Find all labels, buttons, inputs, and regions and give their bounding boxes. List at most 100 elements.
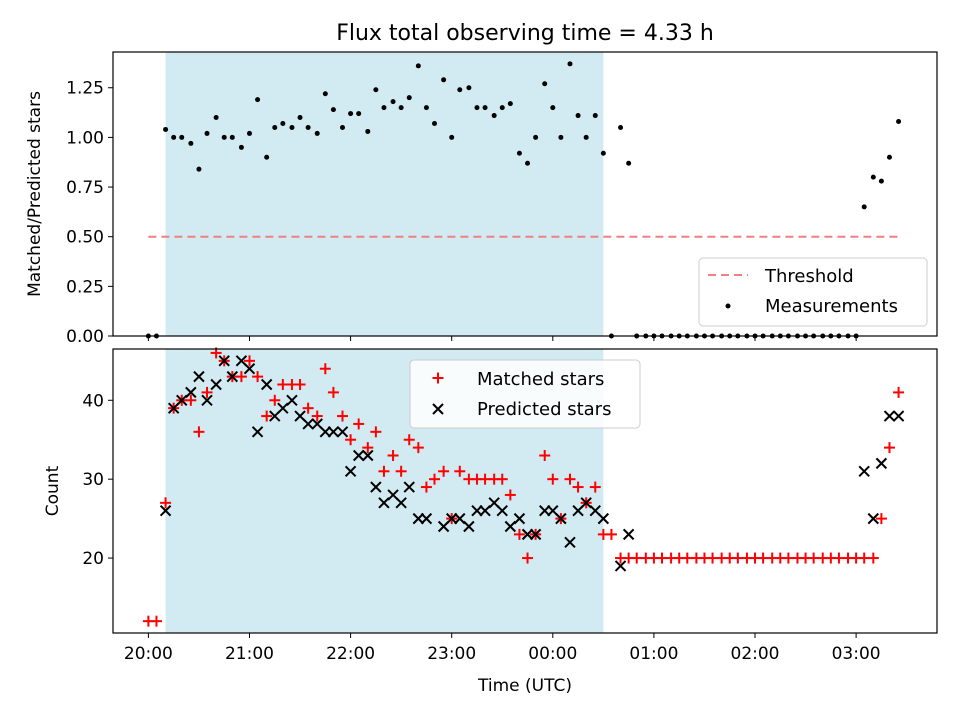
measurement-point xyxy=(626,160,632,166)
x-tick-label: 22:00 xyxy=(326,644,375,664)
x-stroke-b xyxy=(387,489,399,501)
measurement-point xyxy=(525,160,531,166)
measurement-point xyxy=(340,124,346,130)
predicted-point xyxy=(471,505,483,517)
observing-window-shade-top xyxy=(165,52,604,336)
x-stroke-b xyxy=(378,497,390,509)
predicted-point xyxy=(479,505,491,517)
matched-point xyxy=(504,489,516,501)
matched-point xyxy=(893,386,905,398)
matched-point xyxy=(311,410,323,422)
x-tick-label: 02:00 xyxy=(731,644,780,664)
x-stroke-b xyxy=(336,426,349,438)
x-tick-label: 20:00 xyxy=(124,644,173,664)
y-tick-label: 1.00 xyxy=(66,128,104,148)
predicted-point xyxy=(454,512,466,525)
x-stroke-b xyxy=(867,512,880,525)
x-stroke-b xyxy=(352,449,365,462)
x-stroke-b xyxy=(504,520,517,533)
measurement-point xyxy=(567,61,573,67)
y-tick-label: 30 xyxy=(82,470,104,490)
y-tick-label: 40 xyxy=(82,391,104,411)
x-stroke-b xyxy=(547,505,559,517)
measurement-point xyxy=(618,124,624,130)
matched-point xyxy=(337,410,349,422)
predicted-point xyxy=(378,497,390,509)
predicted-point xyxy=(362,449,374,462)
predicted-point xyxy=(521,528,534,541)
x-stroke-b xyxy=(286,394,298,406)
x-stroke-b xyxy=(875,457,888,470)
measurement-point xyxy=(246,130,252,136)
x-stroke-b xyxy=(555,512,567,525)
measurement-point xyxy=(575,113,581,119)
matched-point xyxy=(395,465,407,477)
measurement-point xyxy=(398,105,404,111)
predicted-legend-swatch xyxy=(432,403,444,415)
x-stroke-b xyxy=(243,363,256,375)
x-tick-label: 23:00 xyxy=(427,644,476,664)
bottom-y-axis-label: Count xyxy=(43,465,63,516)
predicted-point xyxy=(867,512,880,525)
measurement-point xyxy=(600,150,606,156)
measurement-point xyxy=(213,115,219,121)
measurement-point xyxy=(229,134,235,140)
measurement-point xyxy=(221,134,227,140)
measurement-point xyxy=(861,204,867,210)
measurement-point xyxy=(415,63,421,69)
matched-point xyxy=(605,528,617,540)
predicted-point xyxy=(370,481,382,493)
matched-point xyxy=(539,450,551,461)
matched-point xyxy=(547,473,559,485)
x-stroke-b xyxy=(479,505,491,517)
matched-point xyxy=(362,442,374,454)
matched-point xyxy=(327,386,339,398)
x-stroke-b xyxy=(529,528,542,541)
matched-star-markers xyxy=(142,347,905,627)
x-stroke-b xyxy=(614,560,627,572)
measurement-point xyxy=(373,87,379,93)
predicted-point xyxy=(159,505,172,517)
measurements-legend-label: Measurements xyxy=(765,296,898,317)
predicted-point xyxy=(555,512,567,525)
measurement-point xyxy=(188,140,194,146)
x-tick-label: 21:00 xyxy=(225,644,274,664)
measurement-point xyxy=(264,154,270,160)
x-stroke-b xyxy=(496,505,508,517)
matched-point xyxy=(261,410,273,422)
measurement-point xyxy=(499,105,505,111)
predicted-point xyxy=(193,370,205,383)
x-stroke-b xyxy=(226,370,239,383)
x-stroke-b xyxy=(201,394,213,406)
matched-point xyxy=(201,386,213,398)
matched-legend-label: Matched stars xyxy=(477,369,604,390)
matched-point xyxy=(150,615,162,627)
matched-point xyxy=(193,426,205,438)
predicted-point xyxy=(614,560,627,572)
ratio-panel: 0.00 0.25 0.50 0.75 1.00 1.25 Matched/Predict… xyxy=(25,51,938,347)
predicted-point xyxy=(892,410,905,422)
predicted-point xyxy=(226,370,239,383)
measurement-point xyxy=(896,119,902,125)
measurement-point xyxy=(289,124,295,130)
measurement-point xyxy=(348,111,354,117)
measurement-point xyxy=(507,101,513,107)
predicted-point xyxy=(420,512,433,525)
x-stroke-b xyxy=(471,505,483,517)
predicted-point xyxy=(395,497,407,509)
predicted-point xyxy=(412,512,425,525)
x-stroke-b xyxy=(432,403,444,415)
predicted-point xyxy=(529,528,542,541)
x-stroke-b xyxy=(463,520,475,533)
predicted-point xyxy=(622,528,635,541)
matched-legend-marker xyxy=(432,372,444,384)
matched-point xyxy=(302,402,314,414)
measurement-point xyxy=(583,134,589,140)
measurement-point xyxy=(255,97,261,103)
x-stroke-b xyxy=(513,512,526,525)
matched-legend-swatch xyxy=(432,372,444,384)
x-stroke-b xyxy=(488,497,500,509)
measurement-point xyxy=(533,134,539,140)
measurement-point xyxy=(365,128,371,134)
x-stroke-b xyxy=(589,505,601,517)
